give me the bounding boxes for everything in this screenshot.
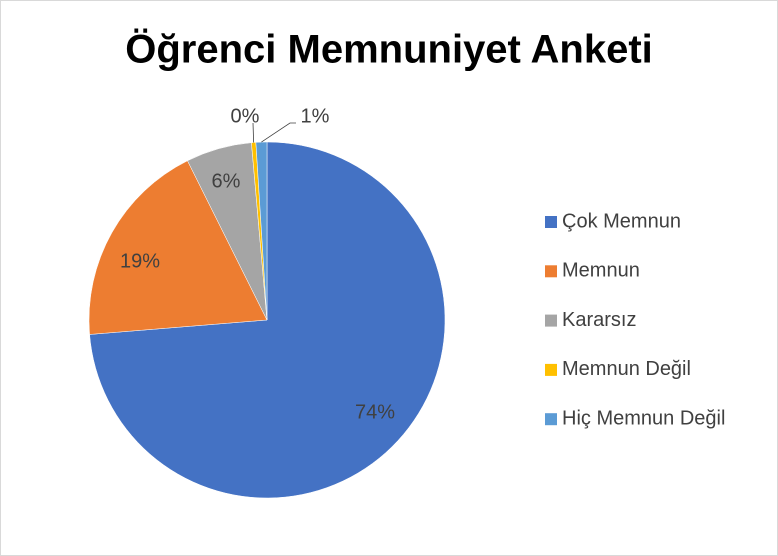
data-label: 1%	[301, 105, 330, 127]
legend-swatch	[545, 314, 557, 327]
legend-label: Çok Memnun	[562, 210, 681, 232]
legend-swatch	[545, 363, 557, 376]
legend-swatch	[545, 265, 557, 278]
legend-label: Memnun	[562, 260, 640, 282]
legend-swatch	[545, 413, 557, 426]
legend-label: Memnun Değil	[562, 358, 691, 380]
data-label: 74%	[355, 401, 395, 423]
legend-swatch	[545, 216, 557, 228]
legend-label: Kararsız	[562, 309, 636, 331]
data-label: 6%	[212, 170, 241, 192]
chart-title: Öğrenci Memnuniyet Anketi	[125, 27, 653, 72]
data-label: 0%	[231, 105, 260, 127]
leader-line	[252, 122, 255, 143]
data-label: 19%	[120, 250, 160, 272]
pie-slice	[88, 160, 268, 335]
leader-line	[261, 122, 296, 143]
legend-label: Hiç Memnun Değil	[562, 407, 725, 429]
